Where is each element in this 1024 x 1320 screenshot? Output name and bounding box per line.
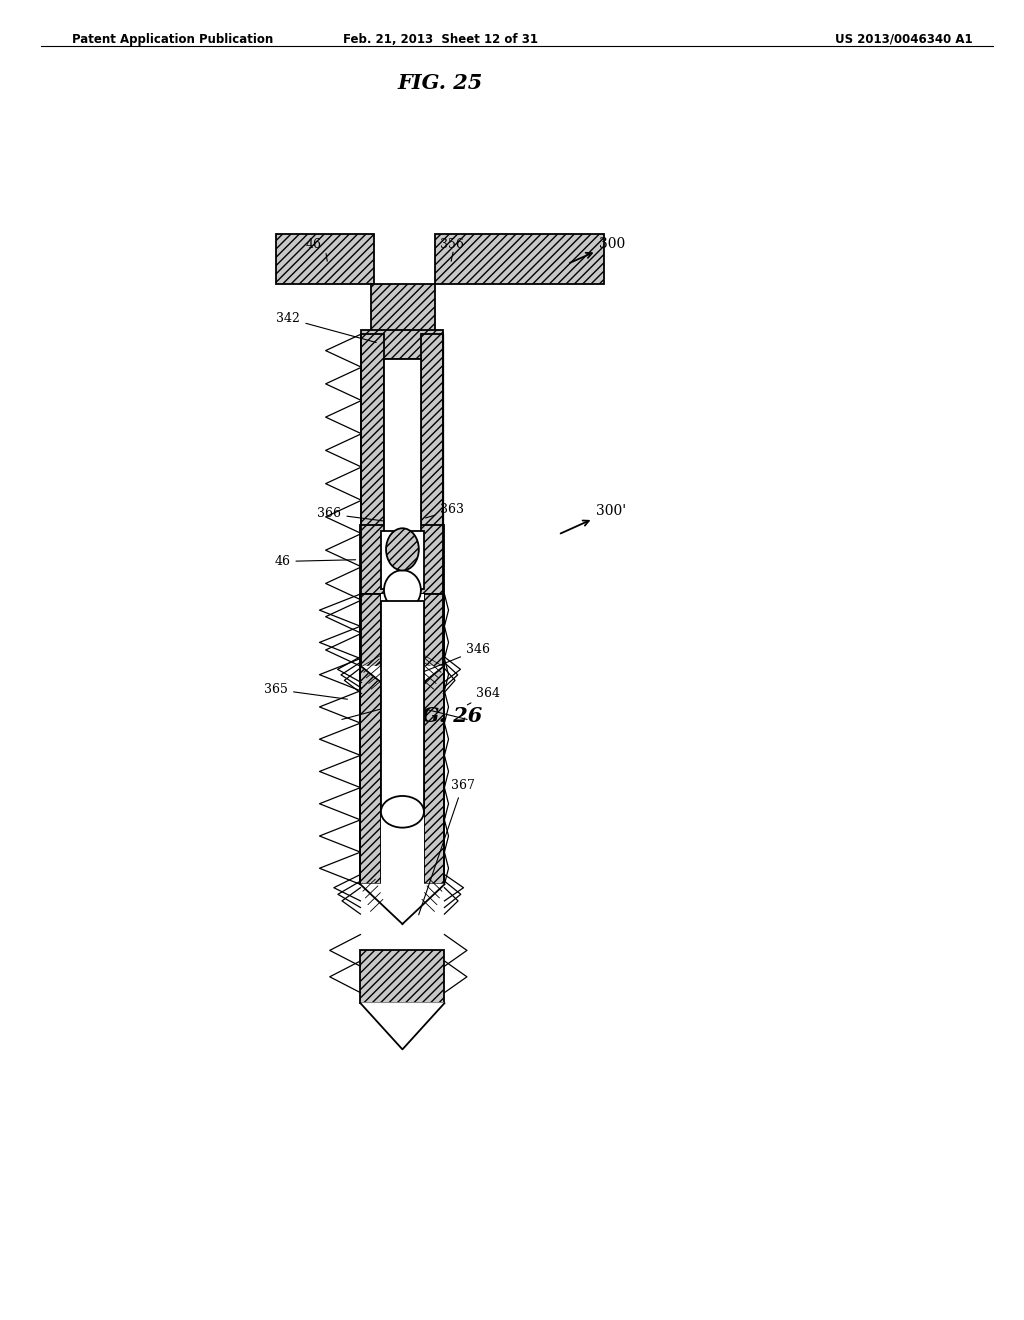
Bar (360, 525, 444, 594)
Text: US 2013/0046340 A1: US 2013/0046340 A1 (836, 33, 973, 46)
Text: 346: 346 (423, 643, 489, 672)
Ellipse shape (381, 796, 424, 828)
Text: Patent Application Publication: Patent Application Publication (72, 33, 273, 46)
Bar (361, 334, 384, 667)
Text: 46: 46 (274, 554, 355, 568)
Bar (381, 601, 424, 812)
Circle shape (386, 528, 419, 570)
Text: FIG. 25: FIG. 25 (397, 73, 483, 92)
Text: 300: 300 (569, 238, 626, 263)
Text: 300': 300' (560, 504, 626, 533)
Text: 46: 46 (305, 238, 322, 251)
Bar (381, 531, 424, 589)
Polygon shape (360, 884, 444, 924)
Bar (384, 359, 421, 590)
Text: FIG. 26: FIG. 26 (397, 706, 483, 726)
Text: 364: 364 (467, 686, 500, 705)
Bar (435, 234, 604, 284)
Text: 366: 366 (317, 507, 394, 523)
Bar (424, 594, 444, 884)
Text: 356: 356 (440, 238, 464, 251)
Bar (421, 334, 443, 667)
Ellipse shape (384, 570, 421, 610)
Text: 367: 367 (419, 779, 474, 915)
Polygon shape (360, 1003, 444, 1049)
Bar (360, 594, 381, 884)
Polygon shape (361, 667, 443, 700)
Text: 363: 363 (426, 503, 464, 517)
Text: Feb. 21, 2013  Sheet 12 of 31: Feb. 21, 2013 Sheet 12 of 31 (343, 33, 538, 46)
Bar (276, 234, 374, 284)
Text: 365: 365 (264, 682, 347, 700)
Bar (371, 284, 435, 334)
Text: 342: 342 (276, 312, 376, 342)
Bar (361, 330, 443, 359)
Bar (381, 594, 424, 884)
Bar (360, 950, 444, 1003)
